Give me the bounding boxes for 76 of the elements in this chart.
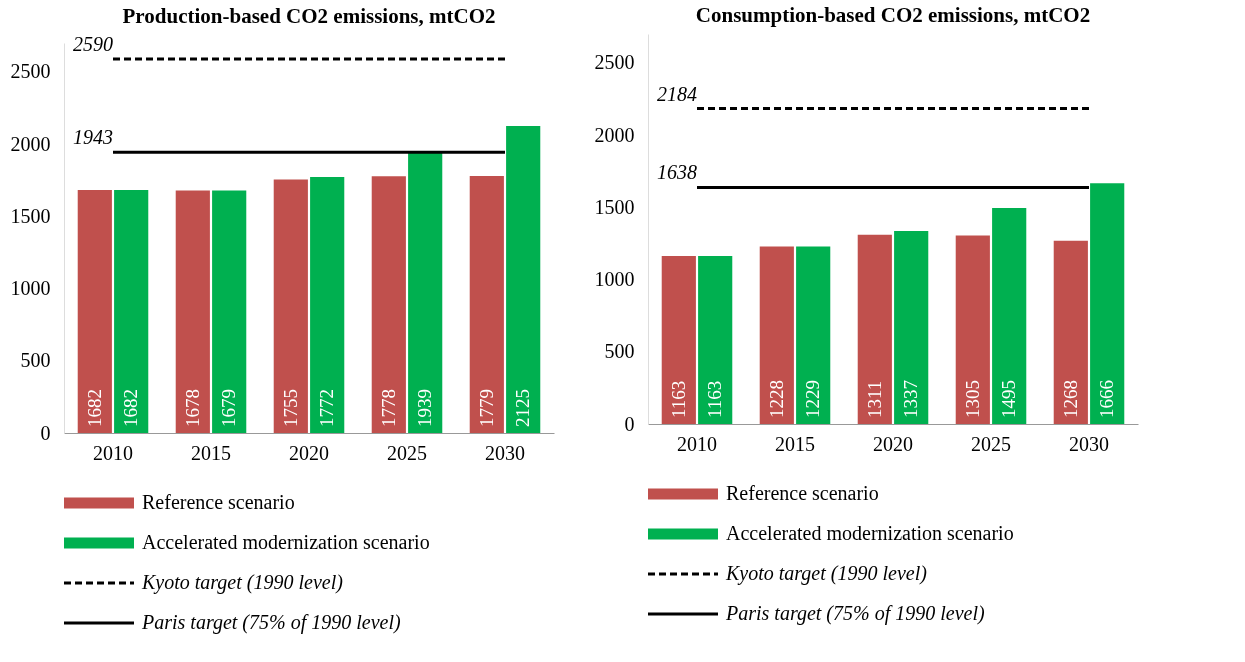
y-tick-label: 1000	[10, 277, 51, 300]
data-label: 1772	[316, 389, 338, 427]
x-tick-label: 2025	[387, 441, 427, 464]
data-label: 1638	[657, 161, 697, 184]
bar	[175, 190, 210, 433]
data-label: 2125	[512, 389, 534, 427]
y-tick-label: 2500	[594, 51, 635, 74]
legend-label: Accelerated modernization scenario	[726, 522, 1014, 544]
y-tick-label: 2000	[10, 132, 51, 155]
bar	[273, 179, 308, 433]
bar	[469, 176, 504, 433]
legend-label: Paris target (75% of 1990 level)	[141, 611, 401, 634]
y-tick-label: 2500	[10, 60, 51, 83]
y-tick-label: 1000	[594, 268, 635, 291]
y-tick-label: 2000	[594, 123, 635, 146]
legend-label: Accelerated modernization scenario	[142, 531, 430, 553]
legend-label: Reference scenario	[726, 482, 879, 504]
data-label: 1682	[120, 389, 142, 427]
bar	[992, 208, 1027, 424]
chart-title: Production-based CO2 emissions, mtCO2	[122, 3, 496, 28]
bar	[894, 230, 929, 424]
x-tick-label: 2025	[971, 432, 1011, 455]
legend-label: Reference scenario	[142, 491, 295, 513]
bar	[796, 246, 831, 424]
bar	[310, 177, 345, 433]
bar	[857, 234, 892, 424]
bar	[114, 190, 149, 433]
x-tick-label: 2010	[93, 441, 133, 464]
y-tick-label: 500	[20, 349, 51, 372]
data-label: 1163	[704, 380, 726, 418]
data-label: 1678	[181, 389, 203, 427]
bar	[1090, 183, 1125, 424]
bar	[408, 152, 443, 433]
data-label: 2184	[657, 82, 697, 105]
data-label: 1755	[279, 389, 301, 427]
bar	[212, 190, 247, 433]
data-label: 1495	[998, 380, 1020, 418]
chart-title: Consumption-based CO2 emissions, mtCO2	[695, 3, 1091, 27]
x-tick-label: 2030	[485, 441, 525, 464]
y-tick-label: 0	[624, 412, 635, 435]
y-tick-label: 500	[604, 340, 635, 363]
data-label: 1268	[1059, 380, 1081, 418]
data-label: 1778	[377, 389, 399, 427]
x-tick-label: 2020	[873, 432, 913, 455]
y-tick-label: 0	[40, 421, 51, 444]
y-tick-label: 1500	[594, 195, 635, 218]
data-label: 1228	[765, 380, 787, 418]
bar	[77, 190, 112, 433]
x-tick-label: 2020	[289, 441, 329, 464]
bar	[371, 176, 406, 433]
bar	[759, 246, 794, 424]
bar	[506, 126, 541, 433]
x-tick-label: 2015	[191, 441, 231, 464]
data-label: 1943	[73, 126, 113, 149]
x-tick-label: 2030	[1069, 432, 1109, 455]
legend-label: Kyoto target (1990 level)	[725, 562, 928, 585]
data-label: 1311	[863, 380, 885, 418]
x-tick-label: 2015	[775, 432, 815, 455]
data-label: 1229	[802, 380, 824, 418]
data-label: 2590	[73, 32, 113, 55]
y-tick-label: 1500	[10, 204, 51, 227]
bar	[698, 256, 733, 424]
data-label: 1337	[900, 380, 922, 418]
data-label: 1666	[1096, 380, 1118, 418]
x-tick-label: 2010	[677, 432, 717, 455]
data-label: 1682	[83, 389, 105, 427]
data-label: 1939	[414, 389, 436, 427]
legend-label: Paris target (75% of 1990 level)	[725, 602, 985, 625]
data-label: 1305	[961, 380, 983, 418]
data-label: 1779	[475, 389, 497, 427]
data-label: 1163	[667, 380, 689, 418]
data-label: 1679	[218, 389, 240, 427]
bar	[661, 256, 696, 424]
bar	[1053, 240, 1088, 424]
bar	[955, 235, 990, 424]
legend-label: Kyoto target (1990 level)	[141, 571, 344, 594]
